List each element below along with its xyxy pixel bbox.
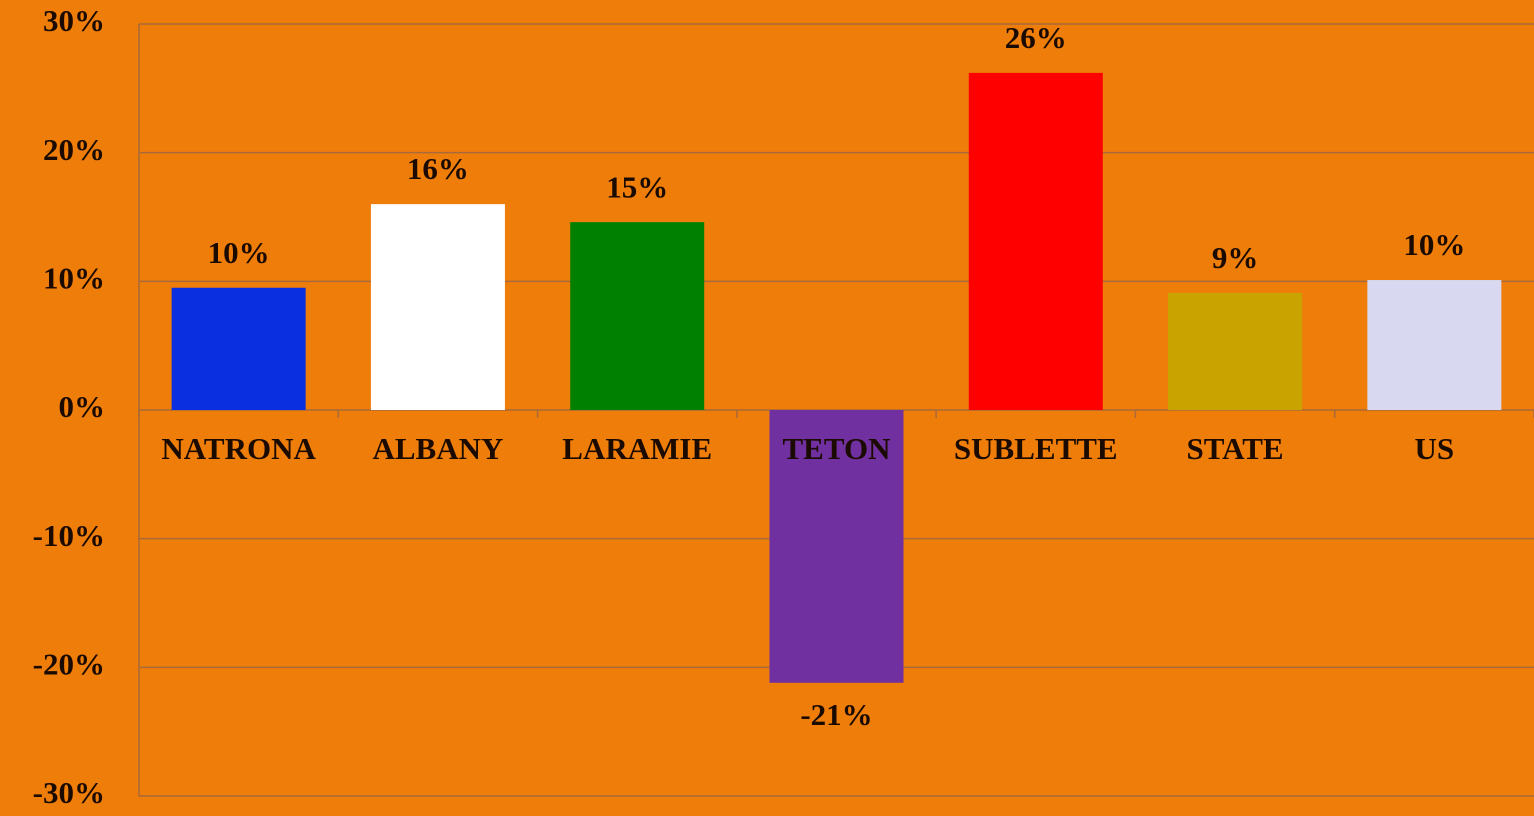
data-label: -21%: [800, 697, 872, 732]
x-tick-label: ALBANY: [372, 431, 503, 466]
x-tick-label: US: [1415, 431, 1455, 466]
data-label: 10%: [208, 235, 270, 270]
x-tick-label: TETON: [783, 431, 891, 466]
bar: [769, 410, 904, 683]
x-tick-label: SUBLETTE: [954, 431, 1118, 466]
bar: [1168, 292, 1303, 410]
bar: [570, 222, 705, 410]
bar: [370, 204, 505, 410]
bar: [968, 72, 1103, 410]
y-tick-label: -10%: [33, 518, 105, 553]
y-tick-label: 20%: [43, 132, 105, 167]
y-tick-label: 10%: [43, 260, 105, 295]
y-tick-label: -20%: [33, 646, 105, 681]
x-tick-label: LARAMIE: [562, 431, 712, 466]
y-tick-label: -30%: [33, 775, 105, 810]
y-tick-label: 30%: [43, 3, 105, 38]
bar: [1367, 280, 1502, 410]
data-label: 15%: [606, 169, 668, 204]
data-label: 9%: [1212, 240, 1259, 275]
x-tick-label: STATE: [1187, 431, 1284, 466]
data-label: 26%: [1005, 20, 1067, 55]
data-label: 16%: [407, 151, 469, 186]
data-label: 10%: [1403, 227, 1465, 262]
y-tick-label: 0%: [59, 389, 106, 424]
bar: [171, 287, 306, 410]
x-tick-label: NATRONA: [161, 431, 316, 466]
